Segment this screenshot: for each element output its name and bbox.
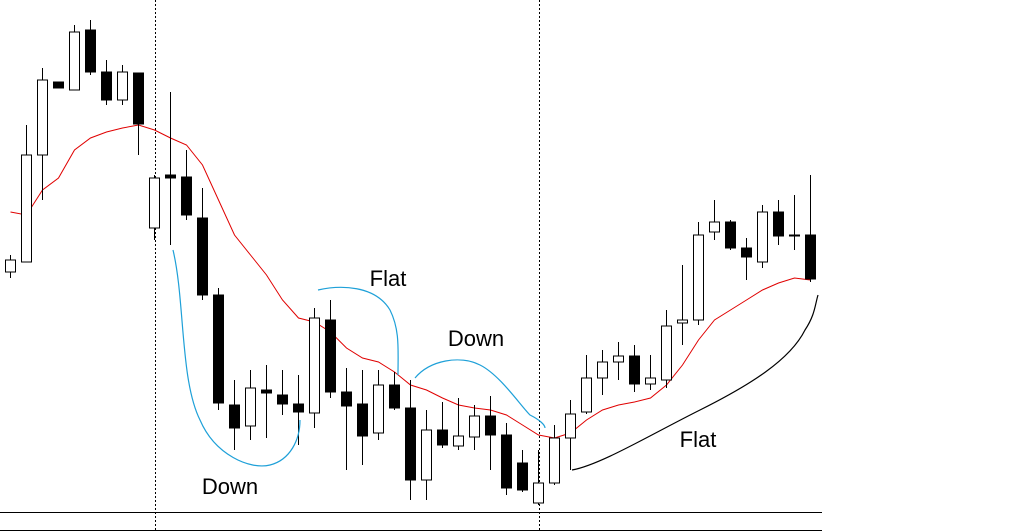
candle-body: [661, 325, 672, 381]
candle-body: [613, 355, 624, 363]
candle-body: [549, 437, 560, 484]
trend-sketch: [172, 249, 301, 467]
candle-body: [85, 29, 96, 73]
candle-body: [325, 319, 336, 393]
candle-body: [37, 79, 48, 156]
candle-body: [645, 377, 656, 385]
candle-body: [453, 435, 464, 447]
candle-body: [293, 403, 304, 413]
candle-body: [485, 415, 496, 436]
candle-body: [5, 259, 16, 273]
annotation: Down: [202, 474, 258, 499]
candle-body: [709, 221, 720, 233]
candle-body: [357, 403, 368, 437]
candle-body: [213, 294, 224, 404]
candle-body: [437, 429, 448, 446]
annotation: Down: [448, 326, 504, 351]
trend-sketch: [571, 294, 819, 471]
candle-body: [101, 71, 112, 101]
candle-body: [469, 415, 480, 438]
candle-body: [149, 177, 160, 229]
candle-body: [725, 221, 736, 249]
candle-body: [69, 31, 80, 91]
candle-body: [181, 176, 192, 216]
candle-body: [757, 211, 768, 263]
trend-sketch: [317, 286, 399, 376]
candles: [5, 20, 816, 505]
candle-body: [117, 71, 128, 101]
candle-body: [277, 394, 288, 405]
candle-body: [405, 407, 416, 481]
candle-body: [245, 387, 256, 427]
candle-body: [21, 154, 32, 263]
candle-body: [741, 247, 752, 258]
annotation: Flat: [370, 266, 407, 291]
candle-body: [581, 377, 592, 413]
trend-sketch: [414, 359, 546, 429]
candle-body: [629, 355, 640, 385]
candle-body: [133, 72, 144, 125]
candle-body: [597, 361, 608, 379]
candle-body: [677, 319, 688, 324]
candle-body: [693, 234, 704, 321]
candle-body: [565, 413, 576, 439]
candle-body: [373, 384, 384, 434]
candle-body: [165, 174, 176, 179]
candle-body: [421, 429, 432, 481]
candle-body: [773, 211, 784, 237]
candle-body: [789, 234, 800, 237]
candle-body: [197, 217, 208, 296]
candle-body: [533, 482, 544, 504]
candle-body: [229, 404, 240, 429]
annotation: Flat: [680, 427, 717, 452]
candle-body: [261, 389, 272, 394]
candle-body: [501, 434, 512, 489]
candle-body: [53, 81, 64, 89]
candle-body: [341, 391, 352, 407]
candle-body: [309, 317, 320, 414]
candle-body: [805, 234, 816, 280]
candle-body: [389, 384, 400, 409]
candle-body: [517, 462, 528, 491]
